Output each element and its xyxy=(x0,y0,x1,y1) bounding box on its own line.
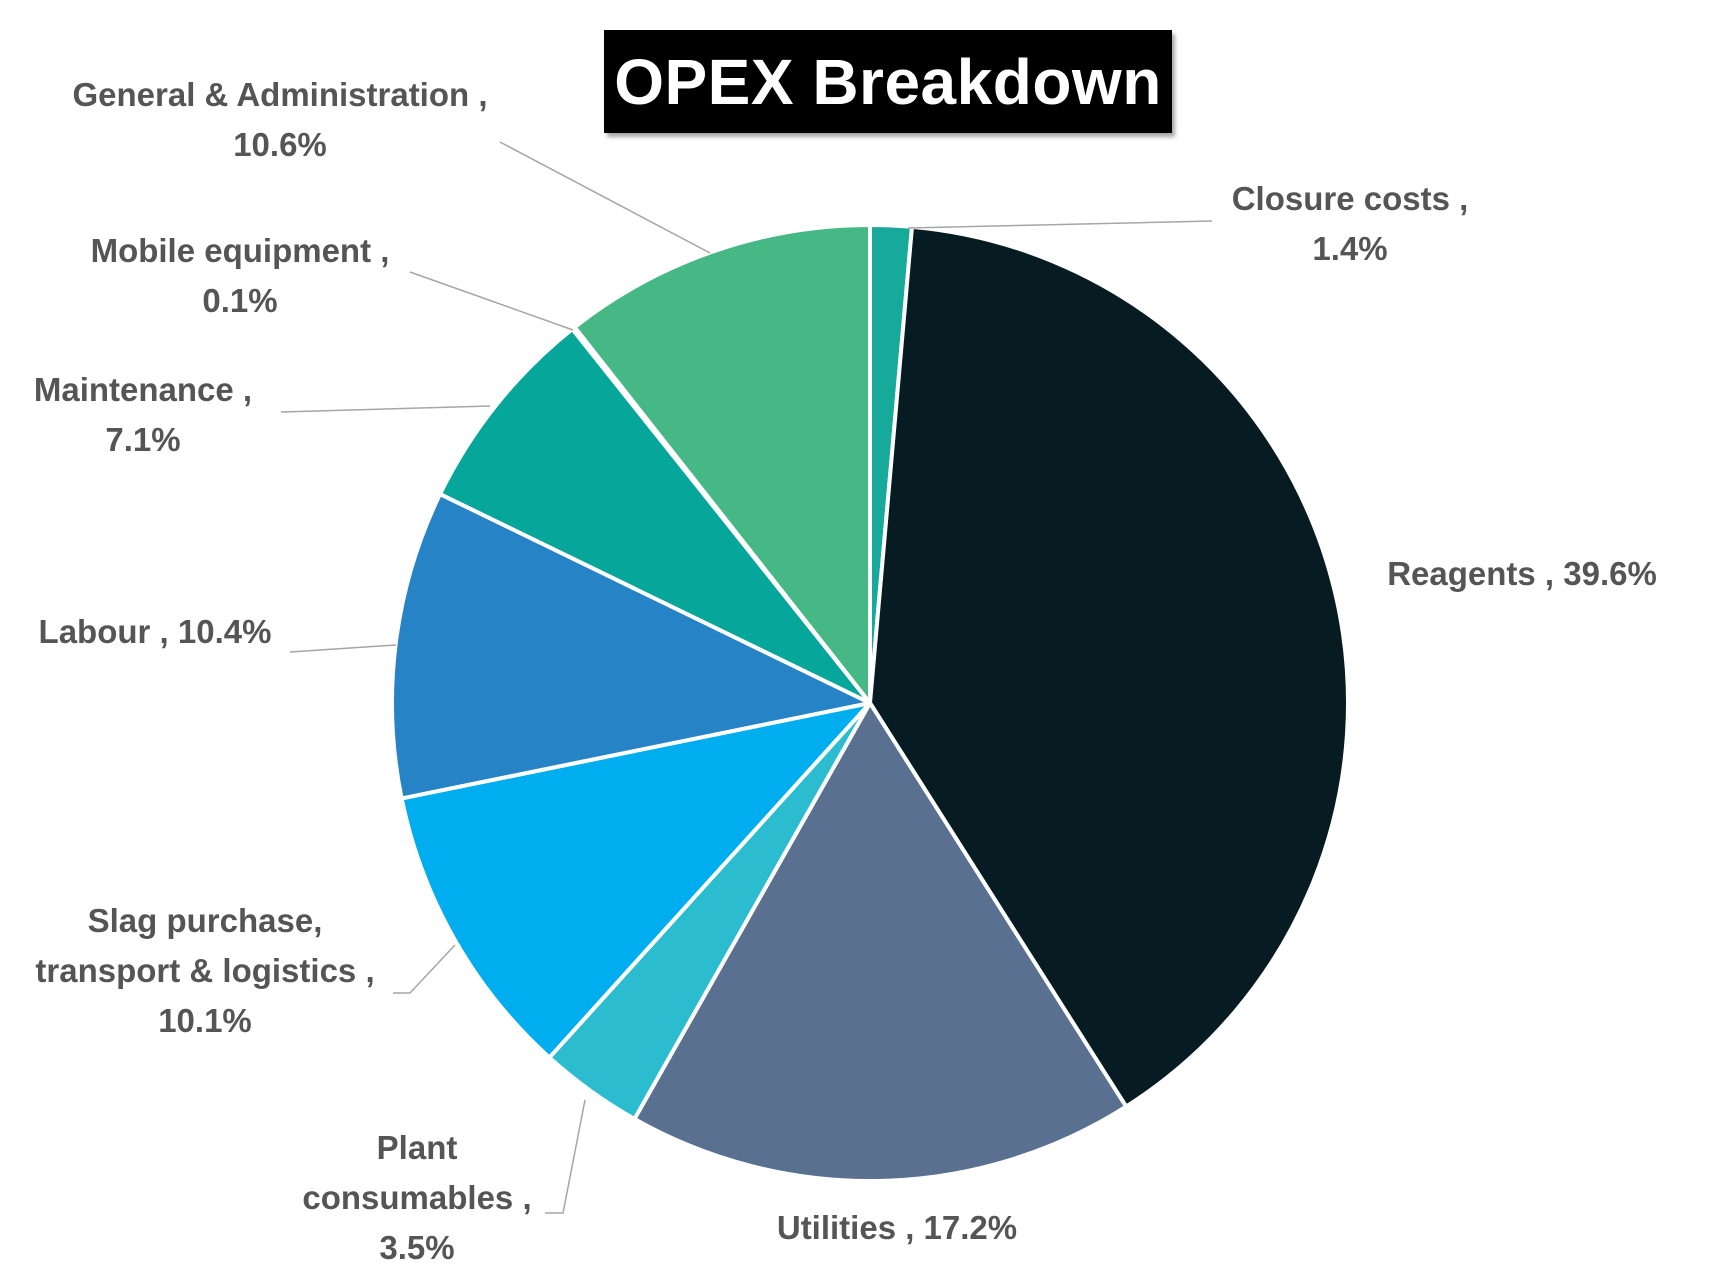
leader-line-maintenance xyxy=(280,405,491,413)
data-label-general-administration: General & Administration , 10.6% xyxy=(72,76,487,163)
data-label-mobile-equipment-line: 0.1% xyxy=(202,282,277,319)
data-label-utilities: Utilities , 17.2% xyxy=(777,1209,1017,1246)
labels-layer: Closure costs , 1.4% Reagents , 39.6% Utili… xyxy=(34,76,1657,1266)
data-label-general-administration-line: General & Administration , xyxy=(72,76,487,113)
chart-title: OPEX Breakdown xyxy=(604,30,1172,133)
data-label-slag-purchase-transport-logistics-line: 10.1% xyxy=(158,1002,252,1039)
leader-line-labour xyxy=(289,644,397,653)
data-label-closure-costs-line: 1.4% xyxy=(1312,230,1387,267)
leader-line-closure-costs xyxy=(907,220,1213,229)
pie-slice-labour xyxy=(390,492,872,801)
pie-slice-slag-purchase-transport-logistics xyxy=(399,701,872,1060)
data-label-slag-purchase-transport-logistics: Slag purchase, transport & logistics , 10.… xyxy=(35,902,374,1039)
pie-slice-utilities xyxy=(632,701,1129,1183)
leaders-layer xyxy=(280,141,1213,1214)
pie-slice-general-administration xyxy=(572,223,872,705)
data-label-plant-consumables: Plant consumables , 3.5% xyxy=(302,1129,531,1266)
data-label-slag-purchase-transport-logistics-line: transport & logistics , xyxy=(35,952,374,989)
data-label-utilities-line: Utilities , 17.2% xyxy=(777,1209,1017,1246)
data-label-maintenance: Maintenance , 7.1% xyxy=(34,371,252,458)
leader-line-mobile-equipment xyxy=(409,271,574,331)
data-label-slag-purchase-transport-logistics-line: Slag purchase, xyxy=(88,902,323,939)
data-label-closure-costs: Closure costs , 1.4% xyxy=(1232,180,1469,267)
data-label-labour-line: Labour , 10.4% xyxy=(39,613,272,650)
leader-line-plant-consumables xyxy=(545,1099,586,1214)
leader-line-slag-purchase-transport-logistics xyxy=(393,944,456,994)
data-label-plant-consumables-line: consumables , xyxy=(302,1179,531,1216)
data-label-labour: Labour , 10.4% xyxy=(39,613,272,650)
slices-layer xyxy=(390,223,1350,1183)
data-label-mobile-equipment-line: Mobile equipment , xyxy=(91,232,390,269)
data-label-maintenance-line: 7.1% xyxy=(105,421,180,458)
data-label-plant-consumables-line: Plant xyxy=(377,1129,458,1166)
data-label-reagents: Reagents , 39.6% xyxy=(1387,555,1657,592)
pie-slice-maintenance xyxy=(438,327,872,705)
pie-slice-reagents xyxy=(868,224,1350,1109)
data-label-general-administration-line: 10.6% xyxy=(233,126,327,163)
leader-line-general-administration xyxy=(499,141,711,254)
data-label-maintenance-line: Maintenance , xyxy=(34,371,252,408)
data-label-plant-consumables-line: 3.5% xyxy=(379,1229,454,1266)
data-label-mobile-equipment: Mobile equipment , 0.1% xyxy=(91,232,390,319)
data-label-reagents-line: Reagents , 39.6% xyxy=(1387,555,1657,592)
data-label-closure-costs-line: Closure costs , xyxy=(1232,180,1469,217)
